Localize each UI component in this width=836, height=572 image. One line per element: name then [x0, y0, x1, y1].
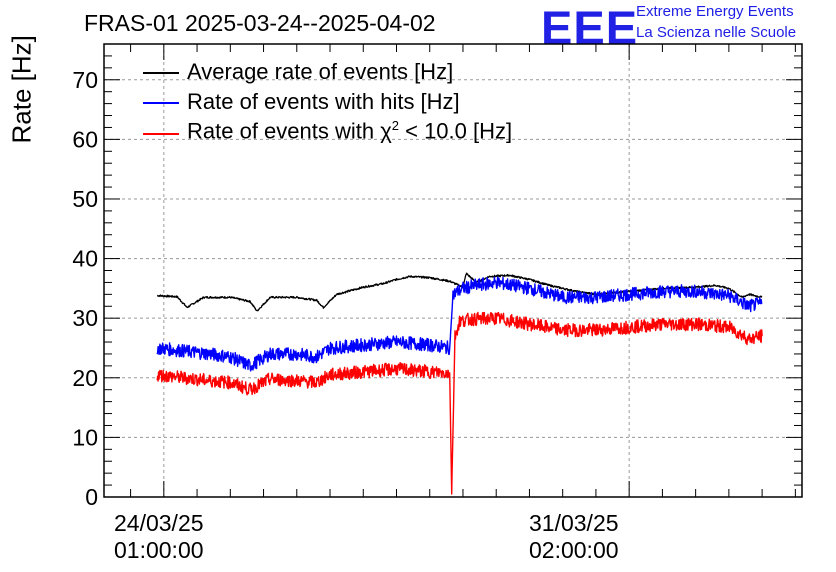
logo-text-line2: La Scienza nelle Scuole: [636, 24, 797, 41]
logo-text-line1: Extreme Energy Events: [636, 3, 794, 20]
y-tick-label-70: 70: [72, 67, 98, 93]
series-line-hits: [156, 276, 763, 372]
legend-swatch-chi2: [143, 133, 179, 135]
series-line-chi2: [156, 311, 763, 495]
y-tick-label-20: 20: [72, 365, 98, 391]
y-tick-label-30: 30: [72, 305, 98, 331]
x-tick-label-1: 31/03/25 02:00:00: [529, 510, 619, 563]
legend-swatch-hits: [143, 102, 179, 104]
x-tick-label-0: 24/03/25 01:00:00: [114, 510, 204, 563]
eee-logo-mark: EEE: [541, 1, 639, 54]
y-tick-label-50: 50: [72, 186, 98, 212]
y-tick-label-0: 0: [85, 484, 98, 510]
legend-label-average: Average rate of events [Hz]: [187, 59, 454, 84]
legend-label-chi2: Rate of events with χ2 < 10.0 [Hz]: [187, 118, 513, 144]
legend-swatch-average: [143, 72, 179, 74]
chart-title: FRAS-01 2025-03-24--2025-04-02: [84, 10, 436, 36]
y-tick-label-10: 10: [72, 424, 98, 450]
y-tick-label-60: 60: [72, 126, 98, 152]
legend-label-hits: Rate of events with hits [Hz]: [187, 89, 460, 114]
y-tick-label-40: 40: [72, 246, 98, 272]
